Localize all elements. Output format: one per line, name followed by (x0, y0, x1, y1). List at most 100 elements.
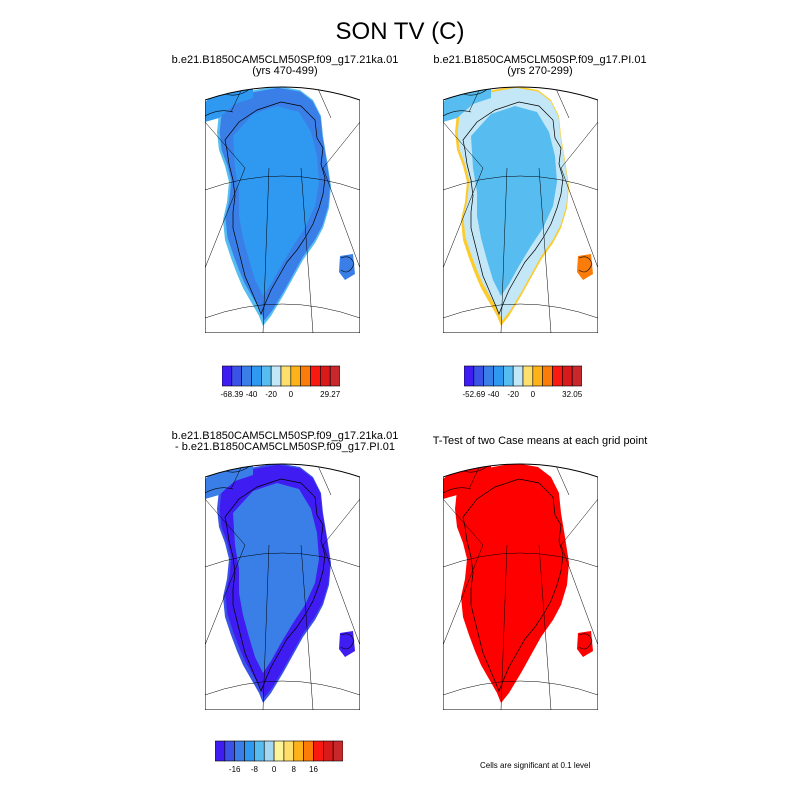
colorbar-box (463, 365, 475, 387)
colorbar-box (270, 365, 282, 387)
graticule-line (443, 498, 484, 546)
colorbar-tick-label: -40 (245, 390, 258, 399)
colorbar-boxes (221, 365, 341, 387)
colorbar-box (293, 740, 304, 762)
iceland-region (577, 254, 593, 280)
graticule-line (443, 121, 484, 169)
graticule-line (205, 121, 246, 169)
graticule-line (443, 680, 598, 696)
colorbar-box (552, 365, 563, 387)
graticule-line (262, 544, 270, 710)
panel-2-colorbar: -52.69 -40 -20 0 32.05 (462, 364, 583, 406)
colorbar-box (231, 365, 242, 387)
graticule-line (443, 167, 484, 269)
significance-note: Cells are significant at 0.1 level (480, 761, 591, 770)
colorbar-box (303, 740, 314, 762)
panel-3-title-line2: - b.e21.B1850CAM5CLM50SP.f09_g17.PI.01 (175, 441, 395, 453)
graticule-line (443, 544, 484, 646)
panel-1-title: b.e21.B1850CAM5CLM50SP.f09_g17.21ka.01 (… (150, 55, 420, 77)
graticule-line (322, 121, 360, 169)
ellesmere-region (205, 87, 253, 122)
colorbar-box (532, 365, 543, 387)
colorbar-box (503, 365, 514, 387)
graticule-line (443, 175, 598, 191)
coastline (462, 478, 564, 692)
colorbar-boxes (463, 365, 583, 387)
panel-1-colorbar: -68.39 -40 -20 0 29.27 (220, 364, 341, 406)
coastline (462, 101, 564, 315)
ellesmere-region (443, 464, 491, 499)
colorbar-box (562, 365, 573, 387)
panel-4-title-line1: T-Test of two Case means at each grid po… (432, 435, 648, 447)
graticule-line (560, 121, 598, 169)
panel-4-map (443, 455, 598, 710)
greenland-ice-sheet-core (233, 106, 319, 296)
graticule-line (560, 498, 598, 546)
panel-3-title-line1: b.e21.B1850CAM5CLM50SP.f09_g17.21ka.01 (171, 430, 399, 442)
graticule-line (500, 167, 508, 333)
colorbar-tick-label: -20 (265, 390, 277, 399)
graticule-line (205, 552, 360, 568)
coastline (224, 101, 326, 315)
colorbar-box (280, 365, 292, 387)
panel-2-title-line2: (yrs 270-299) (507, 65, 573, 77)
colorbar-tick-label: 0 (271, 765, 277, 774)
graticule-line (205, 498, 246, 546)
colorbar-box (283, 740, 295, 762)
colorbar-box (261, 365, 272, 387)
greenland-ice-sheet-core (233, 483, 319, 673)
map-frame (443, 86, 598, 333)
iceland-region (577, 631, 593, 657)
colorbar-box (332, 740, 344, 762)
greenland-ice-sheet-core (471, 483, 557, 673)
graticule-line (560, 544, 598, 646)
colorbar-box (244, 740, 255, 762)
map-frame (205, 463, 360, 710)
colorbar-box (234, 740, 245, 762)
colorbar-box (493, 365, 504, 387)
colorbar-labels: -52.69 -40 -20 0 32.05 (462, 390, 582, 402)
iceland-region (339, 254, 355, 280)
map-frame (443, 463, 598, 710)
colorbar-tick-label: 16 (309, 765, 318, 774)
colorbar-tick-label: -68.39 (220, 390, 244, 399)
colorbar-box (571, 365, 583, 387)
colorbar-tick-label: 0 (530, 390, 536, 399)
panel-1-map-svg (205, 86, 360, 333)
colorbar-labels: -68.39 -40 -20 0 29.27 (220, 390, 340, 402)
greenland-ice-sheet-core (471, 106, 557, 296)
colorbar-box (310, 365, 321, 387)
colorbar-box (224, 740, 235, 762)
colorbar-tick-label: -8 (250, 765, 258, 774)
panel-2-map (443, 78, 598, 333)
ellesmere-region (205, 464, 253, 499)
coastline (224, 478, 326, 692)
panel-3-map-svg (205, 463, 360, 710)
graticule-line (322, 167, 360, 269)
graticule-line (205, 175, 360, 191)
panel-2-title-line1: b.e21.B1850CAM5CLM50SP.f09_g17.PI.01 (433, 54, 647, 66)
colorbar-box (290, 365, 301, 387)
colorbar-box (221, 365, 233, 387)
colorbar-box (214, 740, 226, 762)
colorbar-box (313, 740, 324, 762)
graticule-line (500, 544, 508, 710)
colorbar-box (254, 740, 265, 762)
graticule-line (538, 544, 552, 710)
panel-3-map (205, 455, 360, 710)
ellesmere-region (443, 87, 491, 122)
graticule-line (205, 544, 246, 646)
graticule-line (205, 167, 246, 269)
panel-2-map-svg (443, 86, 598, 333)
colorbar-box (241, 365, 252, 387)
graticule-line (443, 303, 598, 319)
graticule-line (205, 680, 360, 696)
graticule-line (205, 303, 360, 319)
graticule-line (300, 544, 314, 710)
panel-1-title-line2: (yrs 470-499) (252, 65, 318, 77)
colorbar-tick-label: -16 (228, 765, 241, 774)
colorbar-box (251, 365, 262, 387)
colorbar-tick-label: -20 (507, 390, 519, 399)
panel-1-map (205, 78, 360, 333)
graticule-line (300, 167, 314, 333)
